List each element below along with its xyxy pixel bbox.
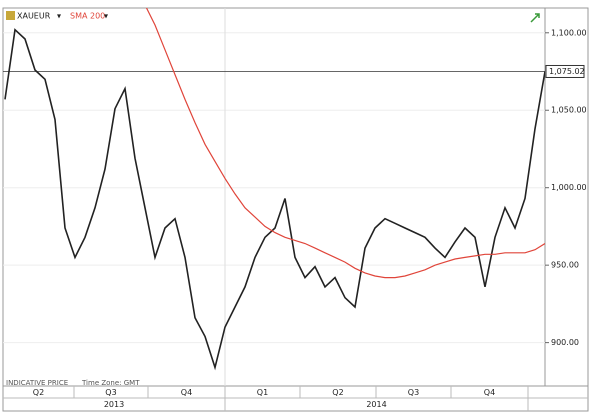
legend-entry: SMA 200	[70, 12, 105, 21]
quarter-label: Q2	[33, 388, 44, 397]
legend-icon	[6, 11, 15, 20]
quarter-label: Q4	[181, 388, 192, 397]
y-tick-label: 950.00	[551, 261, 579, 270]
legend-entry: XAUEUR	[17, 12, 51, 21]
y-tick-label: 1,000.00	[551, 183, 587, 192]
y-tick-label: 1,100.00	[551, 28, 587, 37]
series-line	[145, 8, 545, 279]
footer-note: Time Zone: GMT	[81, 379, 140, 387]
footer-note: INDICATIVE PRICE	[6, 379, 68, 387]
plot-area	[4, 8, 545, 371]
legend-dropdown[interactable]: ▾	[57, 12, 61, 21]
quarter-label: Q2	[332, 388, 343, 397]
trend-icon[interactable]	[530, 13, 540, 23]
series-line	[4, 28, 545, 371]
quarter-label: Q4	[484, 388, 495, 397]
quarter-label: Q3	[408, 388, 419, 397]
year-label: 2013	[104, 400, 124, 409]
quarter-label: Q1	[257, 388, 268, 397]
legend-dropdown[interactable]: ▾	[104, 12, 108, 21]
y-tick-label: 900.00	[551, 338, 579, 347]
last-price-label: 1,075.02	[549, 67, 585, 76]
y-tick-label: 1,050.00	[551, 106, 587, 115]
quarter-label: Q3	[105, 388, 116, 397]
last-price-box	[545, 64, 585, 78]
chart-frame	[2, 7, 589, 412]
year-label: 2014	[366, 400, 386, 409]
